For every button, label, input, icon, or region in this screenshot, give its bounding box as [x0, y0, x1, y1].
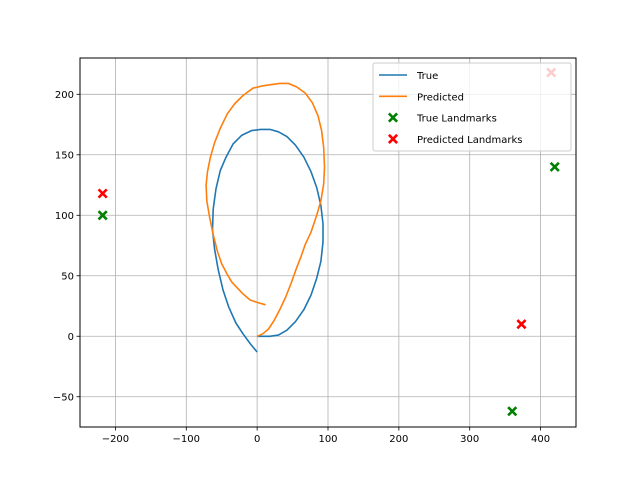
- legend-label-true: True: [416, 71, 438, 82]
- y-tick-label: 150: [55, 150, 74, 161]
- series-line-true: [211, 128, 324, 353]
- x-tick-label: −200: [102, 434, 129, 445]
- marker-stroke: [97, 188, 108, 199]
- x-tick-label: 200: [389, 434, 408, 445]
- marker-stroke: [507, 406, 518, 417]
- marker-stroke: [549, 161, 560, 172]
- x-axis-ticks: −200 −100 0 100 200 300 400: [102, 427, 550, 445]
- marker-stroke: [387, 133, 399, 144]
- y-tick-label: 0: [68, 332, 74, 343]
- series-line-predicted: [205, 82, 326, 338]
- data-point-true-landmarks: [97, 210, 108, 221]
- legend-label-predicted-landmarks: Predicted Landmarks: [417, 135, 523, 146]
- x-tick-label: 0: [254, 434, 260, 445]
- y-tick-label: 50: [61, 271, 74, 282]
- x-tick-label: 300: [460, 434, 479, 445]
- marker-stroke: [516, 319, 527, 330]
- legend: True Predicted True Landmarks Predicted Lan…: [372, 62, 572, 152]
- y-tick-label: 100: [55, 211, 74, 222]
- y-axis-ticks: −50 0 50 100 150 200: [53, 90, 80, 403]
- x-tick-label: 400: [531, 434, 550, 445]
- data-point-true-landmarks: [507, 406, 518, 417]
- marker-stroke: [387, 112, 399, 123]
- legend-label-true-landmarks: True Landmarks: [416, 114, 497, 125]
- data-point-predicted-landmarks: [97, 188, 108, 199]
- marker-stroke: [97, 210, 108, 221]
- grid: [80, 58, 576, 427]
- x-tick-label: 100: [318, 434, 337, 445]
- data-point-predicted-landmarks: [516, 319, 527, 330]
- y-tick-label: 200: [55, 90, 74, 101]
- x-tick-label: −100: [173, 434, 200, 445]
- legend-swatch-predicted-landmarks: [387, 133, 399, 144]
- y-tick-label: −50: [53, 392, 74, 403]
- series-lines: [205, 82, 326, 353]
- legend-label-predicted: Predicted: [417, 92, 464, 103]
- data-point-true-landmarks: [549, 161, 560, 172]
- legend-swatch-true-landmarks: [387, 112, 399, 123]
- legend-box: [372, 62, 572, 152]
